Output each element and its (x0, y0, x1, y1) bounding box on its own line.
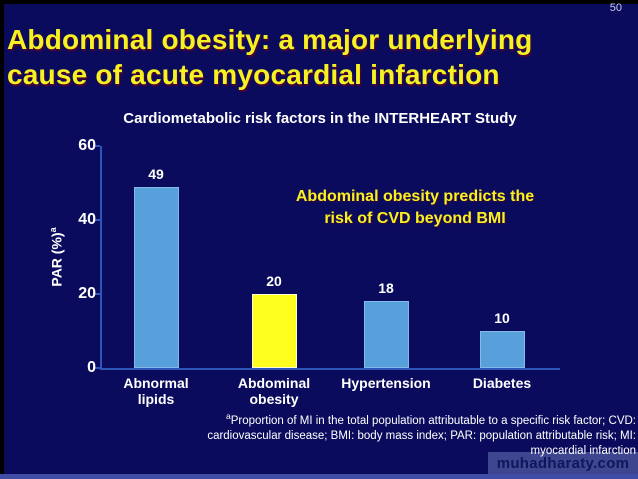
bar-abdominal-obesity (251, 294, 297, 368)
bar-category-label: Diabetes (472, 375, 532, 391)
footnote: aProportion of MI in the total populatio… (184, 409, 636, 459)
bar-diabetes (479, 331, 525, 368)
bar-value-label: 49 (148, 166, 164, 182)
y-tick-mark (93, 293, 100, 295)
y-tick-label: 20 (78, 285, 96, 302)
bar-group-hypertension: 18 Hypertension (326, 146, 446, 391)
bar-stack: 10 (479, 146, 525, 368)
chart-annotation: Abdominal obesity predicts the risk of C… (295, 188, 535, 227)
y-tick-label: 60 (78, 137, 96, 154)
x-axis-line (100, 368, 560, 370)
y-tick-label: 0 (87, 359, 96, 376)
bar-category-label: Abnormal lipids (123, 375, 189, 407)
bar-value-label: 18 (378, 280, 394, 296)
bar-category-label: Abdominal obesity (237, 375, 311, 407)
left-edge-bar (0, 0, 4, 479)
y-tick-label: 40 (78, 211, 96, 228)
bar-stack: 49 (133, 146, 179, 368)
y-tick-mark (93, 367, 100, 369)
watermark-box: muhadharaty.com (488, 452, 638, 474)
bar-group-abdominal-obesity: 20 Abdominal obesity (214, 146, 334, 407)
bar-value-label: 10 (494, 310, 510, 326)
watermark-text: muhadharaty.com (496, 454, 630, 472)
bar-value-label: 20 (266, 273, 282, 289)
chart-title: Cardiometabolic risk factors in the INTE… (123, 110, 517, 127)
bar-stack: 18 (363, 146, 409, 368)
y-axis-title-text: PAR (%) (48, 232, 65, 287)
y-tick-mark (93, 145, 100, 147)
slide-title: Abdominal obesity: a major underlying ca… (7, 24, 533, 90)
footnote-superscript: a (226, 411, 231, 421)
bar-abnormal-lipids (133, 187, 179, 368)
bottom-strip (0, 474, 638, 479)
page-number: 50 (609, 2, 622, 14)
y-tick-mark (93, 219, 100, 221)
top-edge-bar (0, 0, 638, 4)
footnote-text: Proportion of MI in the total population… (207, 414, 636, 457)
bar-stack: 20 (251, 146, 297, 368)
y-axis-line (100, 146, 102, 370)
bar-group-abnormal-lipids: 49 Abnormal lipids (96, 146, 216, 407)
bar-hypertension (363, 301, 409, 368)
bar-group-diabetes: 10 Diabetes (442, 146, 562, 391)
y-axis-title: PAR (%)a (48, 197, 68, 317)
bar-category-label: Hypertension (341, 375, 431, 391)
y-axis-title-superscript: a (48, 227, 58, 233)
